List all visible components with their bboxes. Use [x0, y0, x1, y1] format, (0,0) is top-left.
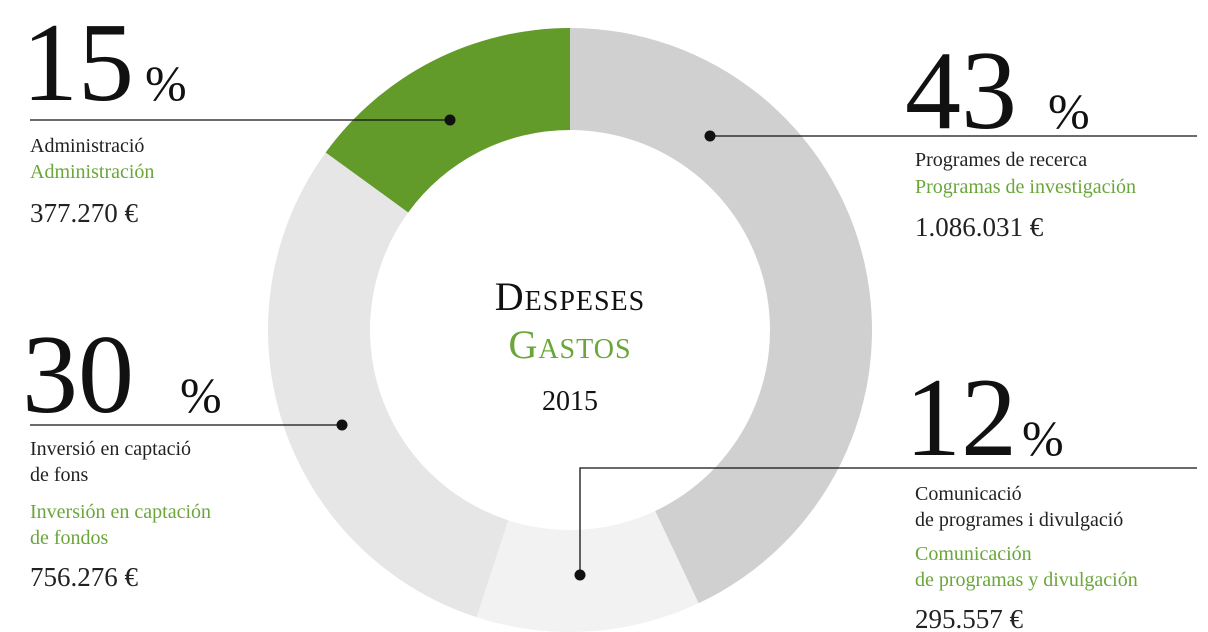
- label-ca: Comunicació: [915, 483, 1022, 505]
- percent-value: 12: [905, 356, 1017, 480]
- label-ca: Programes de recerca: [915, 149, 1087, 171]
- donut: [268, 28, 872, 632]
- label-es: Administración: [30, 161, 154, 183]
- leader-dot: [336, 419, 348, 431]
- percent-sign: %: [1048, 83, 1090, 139]
- percent-value: 43: [905, 29, 1017, 153]
- amount: 295.557 €: [915, 604, 1024, 632]
- percent-sign: %: [1022, 410, 1064, 466]
- label-es: de fondos: [30, 527, 109, 549]
- leader-dot: [574, 569, 586, 581]
- percent-sign: %: [180, 367, 222, 423]
- chart-title: Despeses: [495, 274, 646, 319]
- segment: [570, 28, 872, 604]
- label-ca: de programes i divulgació: [915, 509, 1123, 531]
- label-ca: Inversió en captació: [30, 438, 191, 460]
- chart-subtitle: Gastos: [508, 322, 631, 367]
- labels: 43 % Programes de recerca Programas de inve…: [22, 1, 1197, 632]
- label-es: Comunicación: [915, 543, 1032, 565]
- leader-dot: [444, 114, 456, 126]
- label-es: de programas y divulgación: [915, 569, 1138, 591]
- percent-sign: %: [145, 55, 187, 111]
- leader-line: [579, 467, 1197, 575]
- amount: 377.270 €: [30, 198, 139, 228]
- label-es: Inversión en captación: [30, 501, 211, 523]
- percent-value: 15: [22, 1, 134, 125]
- segment: [268, 152, 509, 618]
- amount: 1.086.031 €: [915, 212, 1044, 242]
- leader-dot: [704, 130, 716, 142]
- segment: [476, 510, 699, 632]
- percent-value: 30: [22, 313, 134, 437]
- label-es: Programas de investigación: [915, 176, 1136, 198]
- year: 2015: [542, 386, 598, 417]
- label-ca: Administració: [30, 135, 144, 157]
- amount: 756.276 €: [30, 562, 139, 592]
- label-ca: de fons: [30, 464, 89, 486]
